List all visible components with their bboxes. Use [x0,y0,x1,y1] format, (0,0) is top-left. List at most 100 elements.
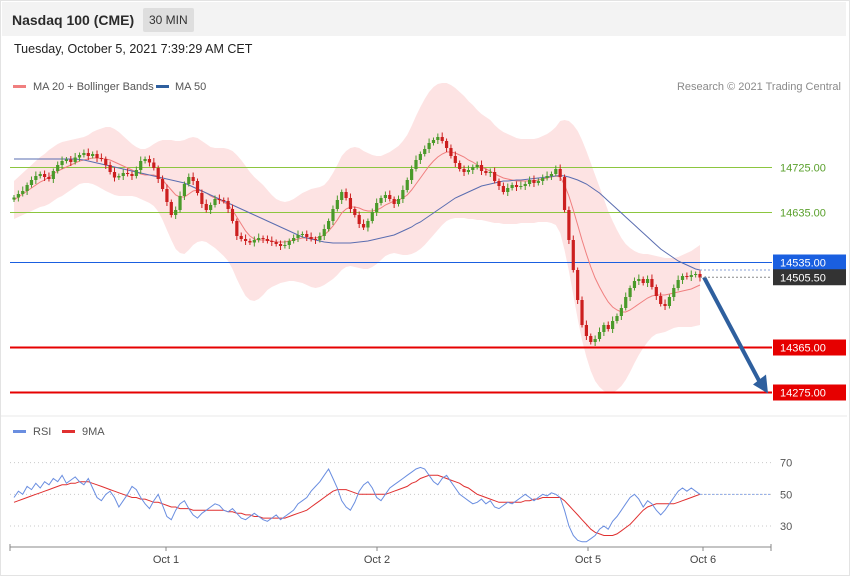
candle-body [501,186,505,192]
candle-body [514,185,519,187]
header-bar: Nasdaq 100 (CME) 30 MIN [2,2,846,36]
legend-ma50-label: MA 50 [175,81,206,93]
moving-averages [13,151,770,313]
candle-body [38,174,42,176]
rsi-legend: RSI 9MA [13,426,105,438]
candle-body [659,296,663,304]
timeframe-button[interactable]: 30 MIN [143,8,194,32]
candle-body [523,184,527,186]
candle-body [497,181,501,186]
candle-body [230,209,235,221]
candle-body [593,339,597,342]
candle-body [165,189,169,202]
time-label-2: Oct 5 [575,554,601,566]
candle-body [479,165,484,171]
candle-body [287,241,291,245]
candle-body [493,172,497,181]
candle-body [418,154,422,160]
candle-body [444,141,449,148]
candle-body [86,153,90,156]
candle-body [326,221,331,229]
ma50-line [14,158,701,271]
candle-body [580,300,584,325]
candle-body [619,308,623,316]
candle-body [549,174,554,176]
candle-body [694,274,698,275]
candle-body [388,195,392,199]
forecast-arrow-group [702,276,768,394]
candle-body [34,176,38,180]
candle-body [458,163,462,169]
candle-body [187,177,191,184]
candle-body [484,171,488,173]
candle-body [436,137,440,140]
candle-body [226,201,230,209]
candle-body [475,165,479,167]
candle-body [261,238,265,239]
level-label-0: 14725.00 [780,163,826,175]
candle-body [602,325,606,332]
research-credit: Research © 2021 Trading Central [677,81,841,93]
level-tag-2 [773,254,846,271]
candle-body [689,275,693,277]
candle-body [624,297,628,308]
candle-body [488,172,492,173]
candle-body [375,203,379,212]
candle-body [449,148,453,156]
candle-body [42,174,47,177]
candle-body [396,199,401,204]
candle-body [209,205,213,210]
candle-body [274,242,278,244]
candle-body [296,235,300,238]
candle-body [641,279,645,283]
candle-body [615,316,619,321]
candle-body [405,180,409,190]
candle-body [152,162,156,168]
level-tag-3 [773,339,846,356]
candle-body [69,159,73,162]
rsi-panel: 70 50 30 [10,458,792,543]
candle-body [611,321,615,329]
candle-body [471,167,475,170]
candle-body [191,177,195,181]
candle-body [126,173,130,174]
candle-body [527,180,532,184]
candle-body [361,224,366,228]
rsi-9ma-line [13,474,701,536]
rsi-tick-70: 70 [780,458,792,470]
candle-body [243,239,248,241]
candle-body [410,169,414,180]
candle-body [672,288,676,297]
candle-body [283,245,287,246]
time-label-3: Oct 6 [690,554,716,566]
legend-9ma-swatch [62,430,75,433]
legend-rsi-label: RSI [33,426,51,438]
candle-body [383,195,388,198]
candle-body [462,169,466,172]
candle-body [292,238,296,241]
candle-body [278,244,283,246]
candle-body [558,169,562,177]
candle-body [51,171,55,179]
candle-body [174,210,178,215]
candle-body [147,159,152,163]
candle-body [357,215,361,224]
candle-body [309,237,313,239]
rsi-tick-30: 30 [780,521,792,533]
candle-body [313,239,318,240]
candle-body [440,137,444,141]
candle-body [663,304,667,306]
legend-ma20-label: MA 20 + Bollinger Bands [33,81,154,93]
candle-body [130,174,134,176]
candle-body [121,173,125,176]
candle-body [431,140,436,143]
price-tags: 14505.50 [700,269,846,286]
candle-body [532,180,536,183]
candle-body [353,209,357,215]
candle-body [117,176,121,178]
candle-body [222,200,226,201]
candle-body [108,165,112,172]
candle-body [82,153,86,155]
candle-body [178,196,182,210]
